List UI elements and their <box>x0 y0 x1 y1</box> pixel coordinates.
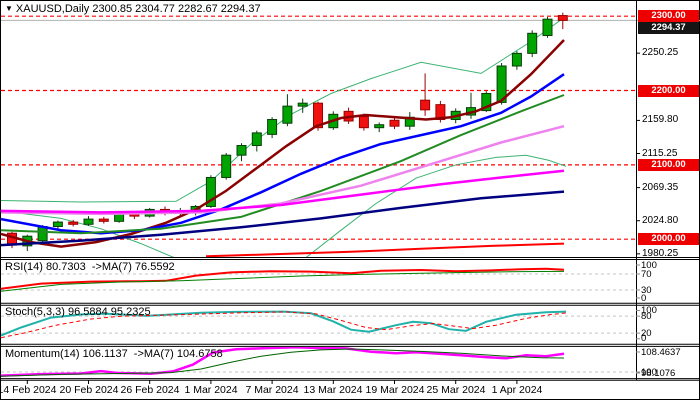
candle-body <box>68 221 79 225</box>
ma-orchid <box>1 124 565 216</box>
time-tick-label: 1 Apr 2024 <box>491 384 543 396</box>
price-level-badge: 2100.00 <box>638 159 699 171</box>
candle-body <box>435 104 446 121</box>
candle-body <box>297 102 308 107</box>
time-tick-label: 7 Mar 2024 <box>245 384 299 396</box>
stoch-scale-label: 0 <box>641 333 647 344</box>
ma-green <box>1 94 565 235</box>
candle-body <box>420 99 431 111</box>
ma-darkred-fast <box>1 39 565 248</box>
candle-body <box>542 18 553 37</box>
time-tick-label: 20 Feb 2024 <box>59 384 119 396</box>
stoch-scale-label: 80 <box>641 311 652 322</box>
candle-body <box>83 218 94 225</box>
candle-body <box>557 15 568 21</box>
momentum-line <box>1 347 565 377</box>
price-tick-label: 2250.25 <box>642 47 679 58</box>
momentum-scale-label: 100 <box>641 367 657 378</box>
time-tick-label: 19 Mar 2024 <box>365 384 425 396</box>
candle-body <box>496 65 507 103</box>
candle-body <box>481 92 492 112</box>
candle-body <box>511 52 522 67</box>
price-tick-label: 1980.25 <box>642 248 679 259</box>
price-level-badge: 2000.00 <box>638 233 699 245</box>
candle-body <box>282 105 293 124</box>
current-price-badge: 2294.37 <box>638 22 699 34</box>
stoch-main-line <box>1 310 567 337</box>
time-tick-label: 1 Mar 2024 <box>184 384 238 396</box>
time-tick-label: 25 Mar 2024 <box>426 384 486 396</box>
rsi-ma-line <box>1 270 565 292</box>
rsi-line <box>1 267 565 290</box>
candle-body <box>114 213 125 222</box>
candle-body <box>52 221 63 228</box>
rsi-scale-label: 0 <box>641 293 647 304</box>
stoch-scale-label: 20 <box>641 328 652 339</box>
rsi-scale-label: 70 <box>641 269 652 280</box>
candle-body <box>358 116 369 129</box>
candle-body <box>205 176 216 207</box>
ma-red-slow <box>205 242 565 257</box>
candle-body <box>527 32 538 54</box>
candle-body <box>251 132 262 147</box>
price-level-badge: 2200.00 <box>638 85 699 97</box>
candle-body <box>267 119 278 135</box>
candle-body <box>374 124 385 129</box>
ma-navy-slow <box>1 190 565 247</box>
candle-body <box>98 218 109 222</box>
candles <box>7 12 568 252</box>
price-tick-label: 2115.25 <box>642 148 678 159</box>
time-tick-label: 26 Feb 2024 <box>120 384 180 396</box>
candle-body <box>389 119 400 127</box>
time-tick-label: 13 Mar 2024 <box>303 384 363 396</box>
price-tick-label: 2159.80 <box>642 114 679 125</box>
momentum-ma-line <box>1 348 565 377</box>
time-tick-label: 14 Feb 2024 <box>0 384 57 396</box>
rsi-scale-label: 100 <box>641 260 657 271</box>
price-tick-label: 2069.35 <box>642 182 679 193</box>
stoch-signal-line <box>1 311 567 339</box>
bollinger-upper <box>1 15 567 203</box>
stoch-scale-label: 100 <box>641 305 657 316</box>
ma-magenta <box>1 169 565 214</box>
rsi-scale-label: 30 <box>641 285 652 296</box>
momentum-scale-label: 108.4637 <box>641 347 681 358</box>
momentum-scale-label: 98.1076 <box>641 368 676 379</box>
candle-body <box>221 154 232 178</box>
candle-body <box>313 102 323 129</box>
bollinger-lower <box>1 154 567 257</box>
price-level-badge: 2300.00 <box>638 10 699 22</box>
price-tick-label: 2024.80 <box>642 215 679 226</box>
candle-body <box>236 145 247 156</box>
ma-blue <box>1 73 565 235</box>
